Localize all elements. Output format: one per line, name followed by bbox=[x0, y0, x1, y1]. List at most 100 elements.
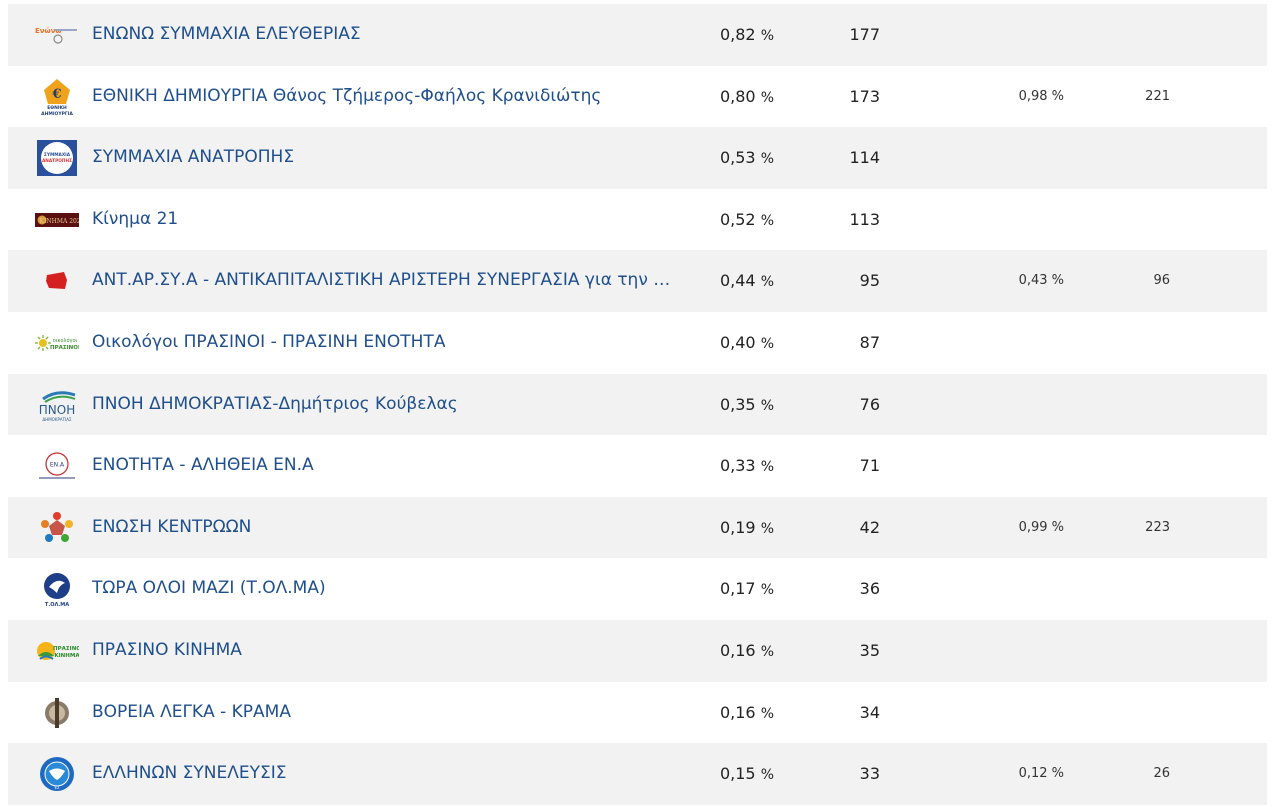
party-row[interactable]: ΒΟΡΕΙΑ ΛΕΓΚΑ - ΚΡΑΜΑ 0,16 % 34 bbox=[8, 681, 1267, 744]
vote-percentage: 0,40 % bbox=[708, 312, 774, 374]
svg-text:οικολόγοι: οικολόγοι bbox=[53, 337, 78, 344]
oikologoi-logo: οικολόγοι ΠΡΑΣΙΝΟΙ bbox=[35, 324, 79, 362]
svg-text:Τ.ΟΛ.ΜΑ: Τ.ΟΛ.ΜΑ bbox=[45, 602, 69, 607]
previous-vote-count bbox=[1132, 4, 1170, 66]
party-name[interactable]: ΕΝΟΤΗΤΑ - ΑΛΗΘΕΙΑ ΕΝ.Α bbox=[92, 455, 314, 476]
party-row[interactable]: ΕΝΩΣΗ ΚΕΝΤΡΩΩΝ 0,19 % 42 0,99 % 223 bbox=[8, 496, 1267, 559]
svg-text:ΚΙΝΗΜΑ: ΚΙΝΗΜΑ bbox=[54, 653, 79, 659]
party-name[interactable]: ΕΛΛΗΝΩΝ ΣΥΝΕΛΕΥΣΙΣ bbox=[92, 763, 287, 784]
vote-count: 34 bbox=[859, 702, 880, 722]
party-name[interactable]: Κίνημα 21 bbox=[92, 208, 179, 229]
vote-count: 33 bbox=[859, 764, 880, 784]
percent-unit: % bbox=[760, 151, 774, 168]
previous-vote-count bbox=[1132, 312, 1170, 374]
party-name[interactable]: ΣΥΜΜΑΧΙΑ ΑΝΑΤΡΟΠΗΣ bbox=[92, 147, 295, 168]
previous-vote-count bbox=[1132, 682, 1170, 744]
previous-vote-count: 26 bbox=[1153, 766, 1170, 782]
vote-count: 87 bbox=[859, 332, 880, 352]
percent-unit: % bbox=[760, 705, 774, 722]
previous-percentage: 0,12 % bbox=[1018, 766, 1064, 782]
party-row[interactable]: ΠΝΟΗ ΔΗΜΟΚΡΑΤΙΑΣ ΠΝΟΗ ΔΗΜΟΚΡΑΤΙΑΣ-Δημήτρι… bbox=[8, 373, 1267, 436]
vote-count: 76 bbox=[859, 394, 880, 414]
party-name[interactable]: ΕΘΝΙΚΗ ΔΗΜΙΟΥΡΓΙΑ Θάνος Τζήμερος-Φαήλος … bbox=[92, 85, 602, 106]
vote-count: 42 bbox=[859, 517, 880, 537]
party-row[interactable]: ΠΡΑΣΙΝΟ ΚΙΝΗΜΑ ΠΡΑΣΙΝΟ ΚΙΝΗΜΑ 0,16 % 35 bbox=[8, 619, 1267, 682]
party-name[interactable]: ΒΟΡΕΙΑ ΛΕΓΚΑ - ΚΡΑΜΑ bbox=[92, 701, 291, 722]
party-name[interactable]: ΑΝΤ.ΑΡ.ΣΥ.Α - ΑΝΤΙΚΑΠΙΤΑΛΙΣΤΙΚΗ ΑΡΙΣΤΕΡΗ… bbox=[92, 270, 672, 291]
vote-percentage: 0,33 % bbox=[708, 435, 774, 497]
vote-percentage: 0,17 % bbox=[708, 558, 774, 620]
vote-percentage-value: 0,80 bbox=[719, 86, 756, 106]
svg-text:ΔΗΜΙΟΥΡΓΙΑ: ΔΗΜΙΟΥΡΓΙΑ bbox=[41, 111, 73, 116]
previous-percentage bbox=[1004, 374, 1064, 436]
kinima21-logo: ΚΙΝΗΜΑ 2021 bbox=[35, 201, 79, 239]
party-row[interactable]: Ενώνω ΕΝΩΝΩ ΣΥΜΜΑΧΙΑ ΕΛΕΥΘΕΡΙΑΣ 0,82 % 1… bbox=[8, 4, 1267, 66]
vote-count: 114 bbox=[849, 148, 880, 168]
percent-unit: % bbox=[760, 459, 774, 476]
vote-percentage: 0,35 % bbox=[708, 374, 774, 436]
previous-vote-count bbox=[1132, 127, 1170, 189]
party-name[interactable]: ΠΝΟΗ ΔΗΜΟΚΡΑΤΙΑΣ-Δημήτριος Κούβελας bbox=[92, 393, 458, 414]
ena-logo: ΕΝ.Α bbox=[35, 447, 79, 485]
vote-percentage: 0,16 % bbox=[708, 682, 774, 744]
vote-percentage: 0,16 % bbox=[708, 620, 774, 682]
party-name[interactable]: ΕΝΩΝΩ ΣΥΜΜΑΧΙΑ ΕΛΕΥΘΕΡΙΑΣ bbox=[92, 24, 361, 44]
results-table: Ενώνω ΕΝΩΝΩ ΣΥΜΜΑΧΙΑ ΕΛΕΥΘΕΡΙΑΣ 0,82 % 1… bbox=[8, 4, 1267, 805]
svg-text:€: € bbox=[51, 87, 61, 102]
party-row[interactable]: ΣΥΜΜΑΧΙΑ ΑΝΑΤΡΟΠΗΣ ΣΥΜΜΑΧΙΑ ΑΝΑΤΡΟΠΗΣ 0,5… bbox=[8, 127, 1267, 189]
party-name[interactable]: ΠΡΑΣΙΝΟ ΚΙΝΗΜΑ bbox=[92, 639, 242, 660]
vote-count: 177 bbox=[849, 25, 880, 44]
svg-text:ΕΣ: ΕΣ bbox=[54, 785, 60, 790]
party-row[interactable]: ΑΝΤ.ΑΡ.ΣΥ.Α - ΑΝΤΙΚΑΠΙΤΑΛΙΣΤΙΚΗ ΑΡΙΣΤΕΡΗ… bbox=[8, 250, 1267, 312]
antarsya-logo bbox=[35, 262, 79, 300]
vote-percentage-value: 0,40 bbox=[719, 332, 756, 352]
svg-text:ΠΡΑΣΙΝΟ: ΠΡΑΣΙΝΟ bbox=[53, 646, 79, 652]
svg-text:ΔΗΜΟΚΡΑΤΙΑΣ: ΔΗΜΟΚΡΑΤΙΑΣ bbox=[42, 417, 71, 422]
svg-text:ΣΥΜΜΑΧΙΑ: ΣΥΜΜΑΧΙΑ bbox=[44, 152, 71, 158]
vote-percentage-value: 0,82 bbox=[719, 25, 756, 44]
vote-percentage: 0,80 % bbox=[708, 66, 774, 128]
party-name[interactable]: ΕΝΩΣΗ ΚΕΝΤΡΩΩΝ bbox=[92, 516, 252, 537]
party-row[interactable]: οικολόγοι ΠΡΑΣΙΝΟΙ Οικολόγοι ΠΡΑΣΙΝΟΙ - Π… bbox=[8, 311, 1267, 374]
vote-count: 95 bbox=[859, 271, 880, 291]
previous-vote-count: 96 bbox=[1153, 273, 1170, 289]
party-row[interactable]: ΕΣ ΕΛΛΗΝΩΝ ΣΥΝΕΛΕΥΣΙΣ 0,15 % 33 0,12 % 2… bbox=[8, 743, 1267, 805]
vote-percentage-value: 0,53 bbox=[719, 148, 756, 168]
svg-text:ΕΝ.Α: ΕΝ.Α bbox=[50, 462, 65, 469]
tolma-logo: Τ.ΟΛ.ΜΑ bbox=[35, 570, 79, 608]
symmaxia-logo: ΣΥΜΜΑΧΙΑ ΑΝΑΤΡΟΠΗΣ bbox=[35, 139, 79, 177]
party-row[interactable]: ΕΝ.Α ΕΝΟΤΗΤΑ - ΑΛΗΘΕΙΑ ΕΝ.Α 0,33 % 71 bbox=[8, 435, 1267, 497]
prasino-kinima-logo: ΠΡΑΣΙΝΟ ΚΙΝΗΜΑ bbox=[35, 632, 79, 670]
previous-vote-count bbox=[1132, 189, 1170, 251]
party-name[interactable]: Οικολόγοι ΠΡΑΣΙΝΟΙ - ΠΡΑΣΙΝΗ ΕΝΟΤΗΤΑ bbox=[92, 331, 446, 352]
voreia-legka-logo bbox=[35, 694, 79, 732]
vote-count: 113 bbox=[849, 209, 880, 229]
vote-percentage: 0,53 % bbox=[708, 127, 774, 189]
enono-logo: Ενώνω bbox=[35, 16, 79, 54]
percent-unit: % bbox=[760, 274, 774, 291]
party-name[interactable]: ΤΩΡΑ ΟΛΟΙ ΜΑΖΙ (Τ.ΟΛ.ΜΑ) bbox=[92, 578, 326, 599]
party-row[interactable]: Τ.ΟΛ.ΜΑ ΤΩΡΑ ΟΛΟΙ ΜΑΖΙ (Τ.ΟΛ.ΜΑ) 0,17 % … bbox=[8, 558, 1267, 620]
percent-unit: % bbox=[760, 520, 774, 537]
percent-unit: % bbox=[760, 335, 774, 352]
vote-count: 36 bbox=[859, 579, 880, 599]
previous-percentage: 0,43 % bbox=[1018, 273, 1064, 289]
svg-text:ΑΝΑΤΡΟΠΗΣ: ΑΝΑΤΡΟΠΗΣ bbox=[42, 158, 72, 164]
vote-percentage-value: 0,33 bbox=[719, 456, 756, 476]
svg-text:ΠΝΟΗ: ΠΝΟΗ bbox=[39, 403, 75, 417]
previous-percentage: 0,99 % bbox=[1018, 519, 1064, 535]
ethniki-dimiourgia-logo: € ΕΘΝΙΚΗ ΔΗΜΙΟΥΡΓΙΑ bbox=[35, 78, 79, 116]
party-row[interactable]: ΚΙΝΗΜΑ 2021 Κίνημα 21 0,52 % 113 bbox=[8, 188, 1267, 251]
previous-percentage bbox=[1004, 682, 1064, 744]
previous-percentage bbox=[1004, 558, 1064, 620]
previous-percentage bbox=[1004, 620, 1064, 682]
previous-percentage bbox=[1004, 435, 1064, 497]
previous-percentage bbox=[1004, 4, 1064, 66]
previous-vote-count bbox=[1132, 435, 1170, 497]
vote-percentage-value: 0,17 bbox=[719, 579, 756, 599]
party-row[interactable]: € ΕΘΝΙΚΗ ΔΗΜΙΟΥΡΓΙΑ ΕΘΝΙΚΗ ΔΗΜΙΟΥΡΓΙΑ Θάνο… bbox=[8, 65, 1267, 128]
previous-percentage bbox=[1004, 189, 1064, 251]
svg-text:Ενώνω: Ενώνω bbox=[35, 27, 62, 35]
previous-percentage: 0,98 % bbox=[1018, 88, 1064, 104]
svg-text:ΕΘΝΙΚΗ: ΕΘΝΙΚΗ bbox=[47, 105, 67, 111]
